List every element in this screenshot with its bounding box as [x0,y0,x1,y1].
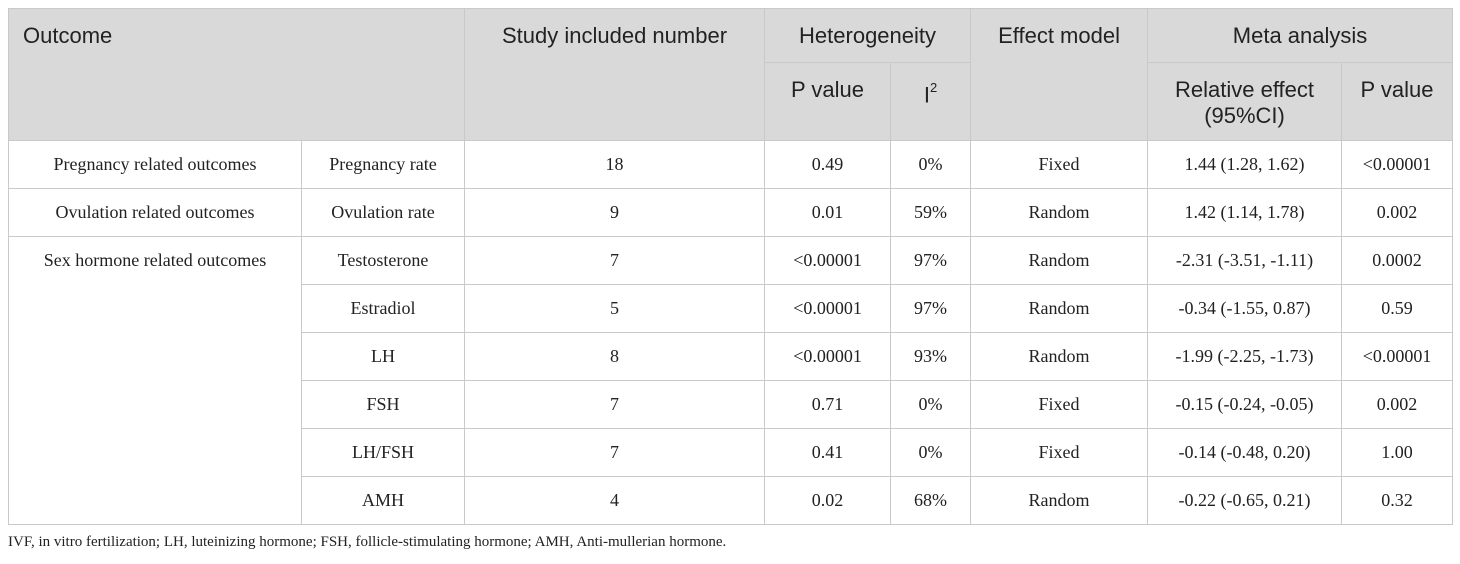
header-heterogeneity-p-value: P value [764,62,892,141]
outcome-cell: Testosterone [300,236,466,285]
table-row: FSH 7 0.71 0% Fixed -0.15 (-0.24, -0.05)… [9,380,1454,429]
relative-effect-cell: 1.44 (1.28, 1.62) [1147,140,1343,189]
outcome-cell: Pregnancy rate [300,140,466,189]
outcome-cell: Estradiol [300,284,466,333]
relative-effect-cell: -1.99 (-2.25, -1.73) [1147,332,1343,381]
study-number-cell: 7 [464,236,766,285]
study-number-cell: 7 [464,428,766,477]
meta-analysis-table-container: Outcome Study included number Heterogene… [7,8,1454,525]
meta-p-cell: <0.00001 [1341,140,1454,189]
meta-p-cell: 1.00 [1341,428,1454,477]
i2-base: I [923,82,930,108]
study-number-cell: 18 [464,140,766,189]
meta-p-cell: 0.32 [1341,476,1454,525]
table-header: Outcome Study included number Heterogene… [7,8,1454,141]
i2-cell: 59% [890,188,972,237]
table-row: LH 8 <0.00001 93% Random -1.99 (-2.25, -… [9,332,1454,381]
study-number-cell: 4 [464,476,766,525]
table-row: Sex hormone related outcomes Testosteron… [8,236,1454,525]
outcome-cell: AMH [300,476,466,525]
heterogeneity-p-cell: 0.41 [764,428,892,477]
meta-p-cell: 0.59 [1341,284,1454,333]
outcome-cell: LH/FSH [300,428,466,477]
meta-p-cell: 0.002 [1341,380,1454,429]
i2-cell: 0% [890,140,972,189]
i2-cell: 97% [890,284,972,333]
study-number-cell: 8 [464,332,766,381]
i2-superscript: 2 [929,80,938,95]
effect-model-cell: Random [970,236,1149,285]
i2-cell: 97% [890,236,972,285]
header-meta-analysis: Meta analysis [1147,8,1454,63]
header-study-included-number: Study included number [464,8,766,141]
study-number-cell: 5 [464,284,766,333]
relative-effect-cell: -2.31 (-3.51, -1.11) [1147,236,1343,285]
header-i-squared: I2 [890,62,972,141]
relative-effect-cell: -0.34 (-1.55, 0.87) [1147,284,1343,333]
study-number-cell: 7 [464,380,766,429]
header-relative-effect: Relative effect (95%CI) [1147,62,1343,141]
effect-model-cell: Fixed [970,428,1149,477]
header-heterogeneity: Heterogeneity [764,8,972,63]
table-footnote: IVF, in vitro fertilization; LH, luteini… [8,534,727,550]
relative-effect-line2: (95%CI) [1204,103,1285,128]
heterogeneity-p-cell: 0.49 [764,140,892,189]
outcome-cell: LH [300,332,466,381]
relative-effect-line1: Relative effect [1175,77,1315,102]
i2-cell: 0% [890,380,972,429]
i2-cell: 68% [890,476,972,525]
i2-cell: 0% [890,428,972,477]
effect-model-cell: Random [970,188,1149,237]
table-body: Pregnancy related outcomes Pregnancy rat… [8,140,1454,525]
meta-p-cell: 0.0002 [1341,236,1454,285]
table-row: Estradiol 5 <0.00001 97% Random -0.34 (-… [9,284,1454,333]
relative-effect-cell: -0.15 (-0.24, -0.05) [1147,380,1343,429]
outcome-cell: Ovulation rate [300,188,466,237]
meta-p-cell: 0.002 [1341,188,1454,237]
effect-model-cell: Random [970,476,1149,525]
header-outcome: Outcome [7,8,466,141]
effect-model-cell: Random [970,284,1149,333]
category-cell: Ovulation related outcomes [8,188,302,237]
effect-model-cell: Fixed [970,140,1149,189]
effect-model-cell: Random [970,332,1149,381]
heterogeneity-p-cell: <0.00001 [764,332,892,381]
table-row: Pregnancy related outcomes Pregnancy rat… [8,140,1454,189]
table-row: AMH 4 0.02 68% Random -0.22 (-0.65, 0.21… [9,476,1454,525]
heterogeneity-p-cell: <0.00001 [764,236,892,285]
outcome-cell: FSH [300,380,466,429]
study-number-cell: 9 [464,188,766,237]
heterogeneity-p-cell: 0.01 [764,188,892,237]
header-meta-p-value: P value [1341,62,1454,141]
heterogeneity-p-cell: 0.71 [764,380,892,429]
meta-p-cell: <0.00001 [1341,332,1454,381]
meta-analysis-table: Outcome Study included number Heterogene… [7,8,1454,525]
table-row: Ovulation related outcomes Ovulation rat… [8,188,1454,237]
category-cell: Sex hormone related outcomes [8,236,302,525]
header-effect-model: Effect model [970,8,1149,141]
heterogeneity-p-cell: 0.02 [764,476,892,525]
relative-effect-cell: -0.14 (-0.48, 0.20) [1147,428,1343,477]
relative-effect-cell: -0.22 (-0.65, 0.21) [1147,476,1343,525]
category-cell: Pregnancy related outcomes [8,140,302,189]
effect-model-cell: Fixed [970,380,1149,429]
heterogeneity-p-cell: <0.00001 [764,284,892,333]
relative-effect-cell: 1.42 (1.14, 1.78) [1147,188,1343,237]
i2-cell: 93% [890,332,972,381]
